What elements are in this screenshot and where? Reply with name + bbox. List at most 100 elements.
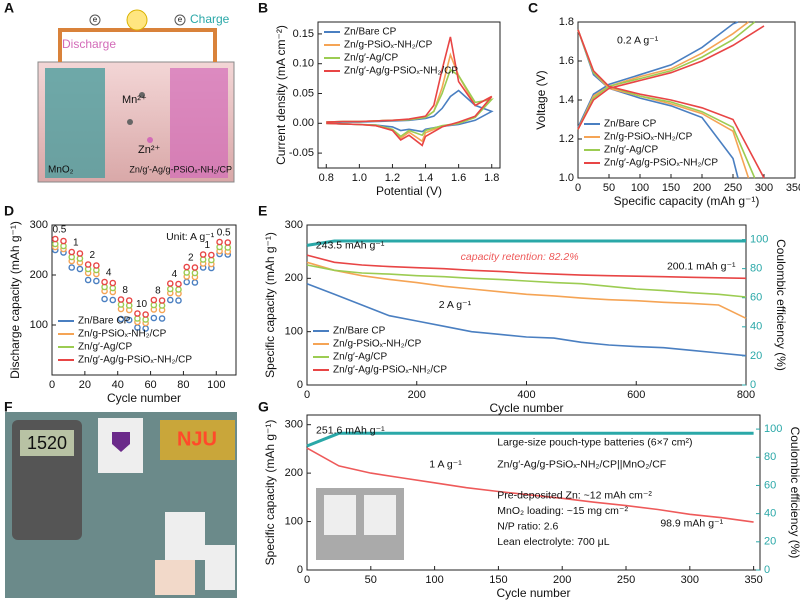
rate-label: 1 xyxy=(73,238,79,249)
anode-label: Zn/g′-Ag/g-PSiOₓ-NH₂/CP xyxy=(129,164,232,174)
x-tick-label: 200 xyxy=(553,574,571,586)
legend-label: Zn/g′-Ag/g-PSiOₓ-NH₂/CP xyxy=(344,66,458,77)
data-point xyxy=(84,261,92,268)
rate-label: 2 xyxy=(188,253,194,264)
annotation: Lean electrolyte: 700 μL xyxy=(497,536,609,548)
glove xyxy=(155,560,195,595)
rate-label: 1 xyxy=(204,240,210,251)
ion xyxy=(127,119,133,125)
y-tick-label: 0.05 xyxy=(293,87,314,99)
y-tick-label: 300 xyxy=(30,219,48,231)
legend-label: Zn/g′-Ag/g-PSiOₓ-NH₂/CP xyxy=(604,158,718,169)
cathode-block xyxy=(45,68,105,178)
y-axis-label: Voltage (V) xyxy=(534,70,548,129)
x-tick-label: 1.4 xyxy=(418,172,433,184)
x-tick-label: 100 xyxy=(631,182,649,194)
x-tick-label: 300 xyxy=(681,574,699,586)
pouch-cell xyxy=(364,495,396,535)
charge-label: Charge xyxy=(190,12,230,26)
y-axis-label: Discharge capacity (mAh g⁻¹) xyxy=(8,221,22,379)
electron-label: e xyxy=(178,15,183,24)
y-tick-label: 200 xyxy=(285,272,303,284)
y-tick-label: 200 xyxy=(30,269,48,281)
x-tick-label: 80 xyxy=(177,379,189,391)
data-line xyxy=(306,261,747,320)
x-axis-label: Cycle number xyxy=(489,401,563,415)
data-point xyxy=(150,296,158,304)
annotation: N/P ratio: 2.6 xyxy=(497,520,558,532)
y-tick-label: 1.0 xyxy=(559,172,574,184)
y-tick-label: -0.05 xyxy=(289,147,314,159)
x-tick-label: 1.6 xyxy=(451,172,466,184)
y-tick-label: 1.4 xyxy=(559,94,574,106)
electron-label: e xyxy=(93,15,98,24)
ion-label: Zn²⁺ xyxy=(138,144,161,156)
y2-axis-label: Coulombic efficiency (%) xyxy=(774,239,788,371)
data-point xyxy=(117,315,125,323)
y-tick-label: 100 xyxy=(285,515,303,527)
anode-block xyxy=(170,68,228,178)
x-tick-label: 100 xyxy=(425,574,443,586)
legend-label: Zn/Bare CP xyxy=(333,326,386,337)
x-tick-label: 350 xyxy=(786,182,800,194)
x-tick-label: 400 xyxy=(517,389,535,401)
y-tick-label: 300 xyxy=(285,419,303,431)
data-point xyxy=(109,296,117,304)
plot-frame xyxy=(51,224,237,376)
x-tick-label: 600 xyxy=(627,389,645,401)
y2-tick-label: 60 xyxy=(750,292,762,304)
data-line xyxy=(577,21,739,179)
data-point xyxy=(93,277,100,285)
x-tick-label: 0 xyxy=(304,389,310,401)
y-axis-label: Specific capacity (mAh g⁻¹) xyxy=(263,232,277,378)
x-tick-label: 1.2 xyxy=(385,172,400,184)
ion xyxy=(139,92,145,98)
data-point xyxy=(51,235,59,243)
data-line xyxy=(306,282,747,357)
annotation: Zn/g′-Ag/g-PSiOₓ-NH₂/CP||MnO₂/CF xyxy=(497,458,666,470)
data-point xyxy=(183,269,191,276)
data-point xyxy=(76,265,84,273)
panel-label: D xyxy=(4,203,14,219)
x-tick-label: 300 xyxy=(755,182,773,194)
x-tick-label: 100 xyxy=(207,379,225,391)
data-point xyxy=(93,262,100,269)
rate-label: 10 xyxy=(136,299,148,310)
bulb xyxy=(126,9,148,31)
x-tick-label: 50 xyxy=(365,574,377,586)
data-point xyxy=(183,263,191,271)
y2-tick-label: 60 xyxy=(764,479,776,491)
data-point xyxy=(109,279,117,287)
legend-label: Zn/Bare CP xyxy=(344,27,397,38)
rate-label: 8 xyxy=(122,285,128,296)
meter-reading: 1520 xyxy=(27,433,67,453)
panel-label: E xyxy=(258,203,267,219)
data-point xyxy=(125,297,133,304)
y-tick-label: 1.6 xyxy=(559,55,574,67)
x-tick-label: 150 xyxy=(489,574,507,586)
plot-frame xyxy=(306,414,761,571)
data-point xyxy=(175,286,182,293)
x-axis-label: Potential (V) xyxy=(376,184,442,198)
photo: 1520 NJU xyxy=(5,412,237,598)
ion-label: Mn²⁺ xyxy=(122,94,147,106)
y-tick-label: 0 xyxy=(297,564,303,576)
legend-label: Zn/g′-Ag/CP xyxy=(333,352,387,363)
x-tick-label: 50 xyxy=(603,182,615,194)
legend-label: Zn/g′-Ag/CP xyxy=(78,342,132,353)
annotation: MnO₂ loading: ~15 mg cm⁻² xyxy=(497,505,628,517)
x-tick-label: 350 xyxy=(744,574,762,586)
legend-label: Zn/g′-Ag/g-PSiOₓ-NH₂/CP xyxy=(78,355,192,366)
y2-tick-label: 80 xyxy=(764,451,776,463)
annotation: 1 A g⁻¹ xyxy=(429,458,462,470)
data-point xyxy=(183,278,191,286)
x-tick-label: 20 xyxy=(79,379,91,391)
data-point xyxy=(166,296,174,304)
annotation: 243.5 mAh g⁻¹ xyxy=(316,240,385,252)
data-line xyxy=(306,447,754,523)
annotation: 98.9 mAh g⁻¹ xyxy=(660,517,723,529)
rate-label: 8 xyxy=(155,286,161,297)
data-point xyxy=(101,278,108,286)
data-point xyxy=(158,315,166,322)
